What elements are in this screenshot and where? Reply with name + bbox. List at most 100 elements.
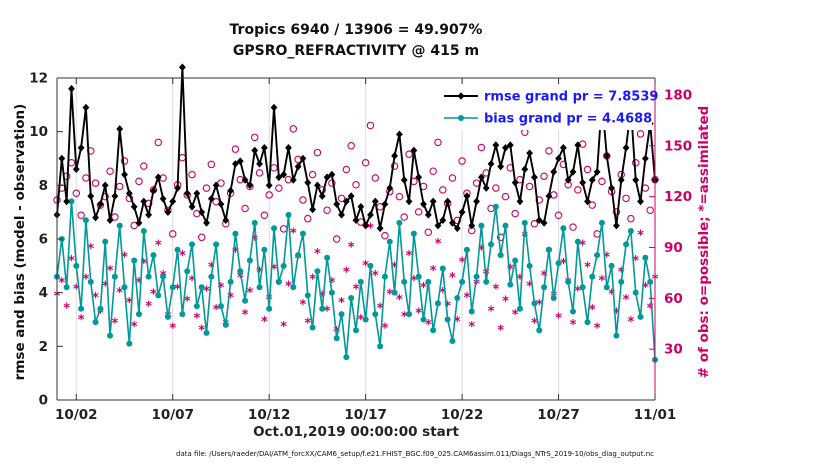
svg-text:*: * xyxy=(131,320,138,335)
svg-text:*: * xyxy=(410,274,417,289)
svg-text:*: * xyxy=(464,291,471,306)
svg-text:*: * xyxy=(396,293,403,308)
svg-text:*: * xyxy=(193,311,200,326)
svg-text:*: * xyxy=(83,272,90,287)
svg-text:*: * xyxy=(512,308,519,323)
svg-text:*: * xyxy=(232,245,239,260)
svg-text:*: * xyxy=(97,306,104,321)
svg-text:180: 180 xyxy=(664,87,692,103)
svg-text:*: * xyxy=(526,279,533,294)
svg-text:*: * xyxy=(203,284,210,299)
svg-text:11/01: 11/01 xyxy=(634,407,677,423)
svg-text:*: * xyxy=(454,315,461,330)
svg-text:*: * xyxy=(256,266,263,281)
svg-text:*: * xyxy=(213,303,220,318)
svg-text:*: * xyxy=(87,242,94,257)
svg-text:*: * xyxy=(242,308,249,323)
svg-text:*: * xyxy=(502,295,509,310)
svg-text:*: * xyxy=(574,284,581,299)
svg-text:2: 2 xyxy=(39,339,48,355)
svg-text:*: * xyxy=(300,298,307,313)
svg-text:*: * xyxy=(401,310,408,325)
svg-text:*: * xyxy=(68,254,75,269)
svg-text:*: * xyxy=(536,298,543,313)
svg-text:*: * xyxy=(435,237,442,252)
svg-text:*: * xyxy=(314,247,321,262)
svg-text:*: * xyxy=(111,317,118,332)
svg-text:10: 10 xyxy=(29,124,48,140)
svg-text:*: * xyxy=(198,323,205,338)
svg-text:*: * xyxy=(179,249,186,264)
svg-text:*: * xyxy=(382,322,389,337)
svg-text:30: 30 xyxy=(664,342,683,358)
svg-text:*: * xyxy=(309,272,316,287)
svg-text:*: * xyxy=(647,301,654,316)
svg-text:rmse grand pr = 7.8539: rmse grand pr = 7.8539 xyxy=(484,90,658,105)
svg-text:*: * xyxy=(275,278,282,293)
svg-text:8: 8 xyxy=(39,178,48,194)
svg-text:*: * xyxy=(415,306,422,321)
svg-text:*: * xyxy=(357,313,364,328)
svg-text:*: * xyxy=(386,288,393,303)
svg-text:*: * xyxy=(285,279,292,294)
svg-text:*: * xyxy=(280,320,287,335)
svg-text:*: * xyxy=(507,262,514,277)
svg-text:*: * xyxy=(169,322,176,337)
svg-text:*: * xyxy=(246,286,253,301)
svg-text:0: 0 xyxy=(39,393,48,409)
svg-text:*: * xyxy=(459,256,466,271)
svg-text:60: 60 xyxy=(664,291,683,307)
svg-text:*: * xyxy=(372,269,379,284)
svg-text:*: * xyxy=(517,272,524,287)
svg-text:*: * xyxy=(468,320,475,335)
svg-text:10/17: 10/17 xyxy=(344,407,387,423)
svg-text:*: * xyxy=(353,283,360,298)
svg-text:*: * xyxy=(145,300,152,315)
svg-text:*: * xyxy=(107,264,114,279)
svg-text:*: * xyxy=(541,269,548,284)
svg-text:*: * xyxy=(439,286,446,301)
svg-text:*: * xyxy=(251,234,258,249)
svg-text:*: * xyxy=(304,317,311,332)
svg-text:10/12: 10/12 xyxy=(248,407,291,423)
svg-text:*: * xyxy=(367,222,374,237)
svg-text:*: * xyxy=(430,264,437,279)
title-line-1: Tropics 6940 / 13906 = 49.907% xyxy=(229,22,483,38)
title-line-2: GPSRO_REFRACTIVITY @ 415 m xyxy=(232,43,480,59)
svg-text:4: 4 xyxy=(39,285,48,301)
svg-text:*: * xyxy=(362,259,369,274)
svg-text:12: 12 xyxy=(29,71,48,87)
svg-text:*: * xyxy=(343,266,350,281)
svg-text:*: * xyxy=(406,249,413,264)
svg-text:*: * xyxy=(102,279,109,294)
svg-text:*: * xyxy=(492,283,499,298)
svg-text:*: * xyxy=(584,261,591,276)
svg-text:10/07: 10/07 xyxy=(151,407,194,423)
svg-text:*: * xyxy=(560,257,567,272)
chart-title: Tropics 6940 / 13906 = 49.907% GPSRO_REF… xyxy=(57,20,655,62)
svg-text:*: * xyxy=(227,291,234,306)
svg-text:10/27: 10/27 xyxy=(537,407,580,423)
svg-text:*: * xyxy=(608,288,615,303)
svg-text:*: * xyxy=(555,311,562,326)
svg-text:bias grand pr = 4.4688: bias grand pr = 4.4688 xyxy=(484,112,652,127)
svg-text:*: * xyxy=(218,281,225,296)
svg-text:*: * xyxy=(497,323,504,338)
svg-text:*: * xyxy=(328,276,335,291)
svg-text:*: * xyxy=(449,271,456,286)
svg-text:*: * xyxy=(599,274,606,289)
svg-text:*: * xyxy=(603,250,610,265)
svg-text:*: * xyxy=(444,300,451,315)
svg-text:*: * xyxy=(136,276,143,291)
svg-text:10/02: 10/02 xyxy=(55,407,98,423)
svg-text:*: * xyxy=(290,227,297,242)
data-file-caption: data file: /Users/raeder/DAI/ATM_forcXX/… xyxy=(176,450,654,458)
svg-text:*: * xyxy=(473,278,480,293)
svg-text:*: * xyxy=(150,288,157,303)
svg-text:90: 90 xyxy=(664,240,683,256)
svg-text:*: * xyxy=(121,250,128,265)
svg-text:150: 150 xyxy=(664,138,692,154)
svg-text:*: * xyxy=(521,230,528,245)
